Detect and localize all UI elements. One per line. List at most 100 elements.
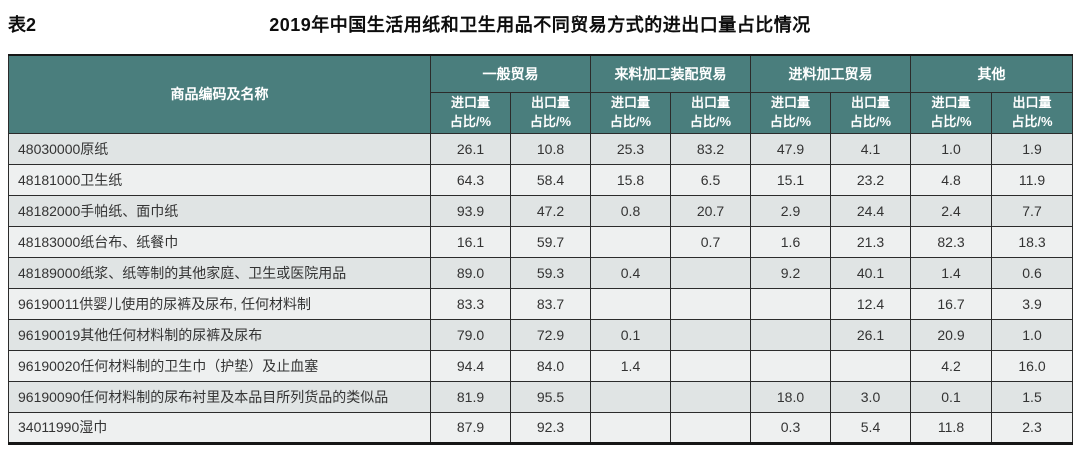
subheader-import-imported-materials: 进口量 占比/% bbox=[750, 91, 831, 134]
table-body: 48030000原纸 26.1 10.8 25.3 83.2 47.9 4.1 1.0 1.9 4… bbox=[8, 132, 1073, 445]
subheader-import-general-trade: 进口量 占比/% bbox=[430, 91, 511, 134]
value-cell: 11.9 bbox=[991, 163, 1073, 196]
subheader-line: 占比/% bbox=[609, 113, 652, 129]
subheader-line: 进口量 bbox=[931, 94, 971, 110]
subheader-line: 占比/% bbox=[689, 113, 732, 129]
value-cell bbox=[750, 318, 831, 351]
product-name-cell: 48030000原纸 bbox=[8, 132, 431, 165]
table-row: 96190020任何材料制的卫生巾（护垫）及止血塞 94.4 84.0 1.4 4.2 1… bbox=[8, 349, 1073, 382]
value-cell: 26.1 bbox=[830, 318, 911, 351]
value-cell: 58.4 bbox=[510, 163, 591, 196]
value-cell: 82.3 bbox=[910, 225, 992, 258]
product-name-cell: 96190011供婴儿使用的尿裤及尿布, 任何材料制 bbox=[8, 287, 431, 320]
subheader-line: 进口量 bbox=[770, 94, 810, 110]
product-name-cell: 96190019其他任何材料制的尿裤及尿布 bbox=[8, 318, 431, 351]
column-header-product-code-name: 商品编码及名称 bbox=[8, 54, 431, 134]
product-name-cell: 96190090任何材料制的尿布衬里及本品目所列货品的类似品 bbox=[8, 380, 431, 413]
value-cell: 9.2 bbox=[750, 256, 831, 289]
group-header-row: 商品编码及名称 一般贸易 来料加工装配贸易 进料加工贸易 其他 bbox=[8, 54, 1073, 134]
table-row: 96190090任何材料制的尿布衬里及本品目所列货品的类似品 81.9 95.5 18… bbox=[8, 380, 1073, 413]
subheader-export-general-trade: 出口量 占比/% bbox=[510, 91, 591, 134]
value-cell: 83.3 bbox=[430, 287, 511, 320]
value-cell bbox=[750, 287, 831, 320]
value-cell: 16.7 bbox=[910, 287, 992, 320]
value-cell: 47.9 bbox=[750, 132, 831, 165]
subheader-line: 占比/% bbox=[449, 113, 492, 129]
subheader-line: 占比/% bbox=[529, 113, 572, 129]
product-name-cell: 48183000纸台布、纸餐巾 bbox=[8, 225, 431, 258]
value-cell: 24.4 bbox=[830, 194, 911, 227]
value-cell: 95.5 bbox=[510, 380, 591, 413]
value-cell: 16.1 bbox=[430, 225, 511, 258]
value-cell: 93.9 bbox=[430, 194, 511, 227]
value-cell: 15.8 bbox=[590, 163, 671, 196]
value-cell: 2.4 bbox=[910, 194, 992, 227]
sub-header-row: 进口量 占比/% 出口量 占比/% 进口量 占比/% 出口量 占比/% 进口量 … bbox=[9, 91, 1073, 134]
table-row: 34011990湿巾 87.9 92.3 0.3 5.4 11.8 2.3 bbox=[8, 411, 1073, 445]
value-cell: 5.4 bbox=[830, 411, 911, 445]
value-cell bbox=[670, 287, 751, 320]
value-cell: 25.3 bbox=[590, 132, 671, 165]
value-cell: 1.4 bbox=[590, 349, 671, 382]
value-cell: 92.3 bbox=[510, 411, 591, 445]
value-cell bbox=[590, 287, 671, 320]
value-cell: 64.3 bbox=[430, 163, 511, 196]
value-cell: 0.4 bbox=[590, 256, 671, 289]
table-caption: 表2 2019年中国生活用纸和卫生用品不同贸易方式的进出口量占比情况 bbox=[0, 0, 1080, 54]
table-row: 48182000手帕纸、面巾纸 93.9 47.2 0.8 20.7 2.9 24.4 2.4… bbox=[8, 194, 1073, 227]
value-cell: 3.9 bbox=[991, 287, 1073, 320]
subheader-line: 出口量 bbox=[530, 94, 570, 110]
value-cell: 15.1 bbox=[750, 163, 831, 196]
value-cell: 2.3 bbox=[991, 411, 1073, 445]
value-cell: 59.3 bbox=[510, 256, 591, 289]
value-cell: 83.7 bbox=[510, 287, 591, 320]
value-cell: 81.9 bbox=[430, 380, 511, 413]
value-cell: 18.0 bbox=[750, 380, 831, 413]
value-cell: 1.9 bbox=[991, 132, 1073, 165]
value-cell bbox=[590, 380, 671, 413]
value-cell bbox=[670, 318, 751, 351]
value-cell: 16.0 bbox=[991, 349, 1073, 382]
value-cell: 23.2 bbox=[830, 163, 911, 196]
table-header: 商品编码及名称 一般贸易 来料加工装配贸易 进料加工贸易 其他 进口量 占比/%… bbox=[8, 54, 1073, 134]
value-cell: 40.1 bbox=[830, 256, 911, 289]
value-cell: 47.2 bbox=[510, 194, 591, 227]
table-row: 48183000纸台布、纸餐巾 16.1 59.7 0.7 1.6 21.3 82.3 18.… bbox=[8, 225, 1073, 258]
value-cell: 18.3 bbox=[991, 225, 1073, 258]
value-cell bbox=[750, 349, 831, 382]
product-name-cell: 96190020任何材料制的卫生巾（护垫）及止血塞 bbox=[8, 349, 431, 382]
subheader-import-other: 进口量 占比/% bbox=[910, 91, 992, 134]
value-cell: 0.7 bbox=[670, 225, 751, 258]
value-cell: 0.3 bbox=[750, 411, 831, 445]
value-cell: 1.0 bbox=[910, 132, 992, 165]
subheader-export-imported-materials: 出口量 占比/% bbox=[830, 91, 911, 134]
value-cell: 87.9 bbox=[430, 411, 511, 445]
table-number-label: 表2 bbox=[8, 15, 37, 35]
value-cell: 12.4 bbox=[830, 287, 911, 320]
product-name-cell: 34011990湿巾 bbox=[8, 411, 431, 445]
value-cell: 89.0 bbox=[430, 256, 511, 289]
table-row: 48181000卫生纸 64.3 58.4 15.8 6.5 15.1 23.2 4.8 11.… bbox=[8, 163, 1073, 196]
value-cell bbox=[670, 349, 751, 382]
value-cell: 7.7 bbox=[991, 194, 1073, 227]
value-cell: 59.7 bbox=[510, 225, 591, 258]
value-cell bbox=[830, 349, 911, 382]
value-cell: 20.7 bbox=[670, 194, 751, 227]
value-cell: 6.5 bbox=[670, 163, 751, 196]
value-cell: 0.1 bbox=[910, 380, 992, 413]
value-cell: 84.0 bbox=[510, 349, 591, 382]
value-cell: 94.4 bbox=[430, 349, 511, 382]
value-cell: 0.6 bbox=[991, 256, 1073, 289]
trade-methods-table: 商品编码及名称 一般贸易 来料加工装配贸易 进料加工贸易 其他 进口量 占比/%… bbox=[8, 54, 1073, 445]
value-cell: 1.4 bbox=[910, 256, 992, 289]
group-header-supplied-materials-processing: 来料加工装配贸易 bbox=[590, 54, 751, 93]
value-cell: 83.2 bbox=[670, 132, 751, 165]
subheader-line: 出口量 bbox=[690, 94, 730, 110]
table-title: 2019年中国生活用纸和卫生用品不同贸易方式的进出口量占比情况 bbox=[269, 15, 811, 35]
value-cell: 2.9 bbox=[750, 194, 831, 227]
value-cell: 10.8 bbox=[510, 132, 591, 165]
group-header-imported-materials-processing: 进料加工贸易 bbox=[750, 54, 911, 93]
value-cell: 4.2 bbox=[910, 349, 992, 382]
subheader-line: 出口量 bbox=[850, 94, 890, 110]
subheader-line: 占比/% bbox=[930, 113, 972, 129]
